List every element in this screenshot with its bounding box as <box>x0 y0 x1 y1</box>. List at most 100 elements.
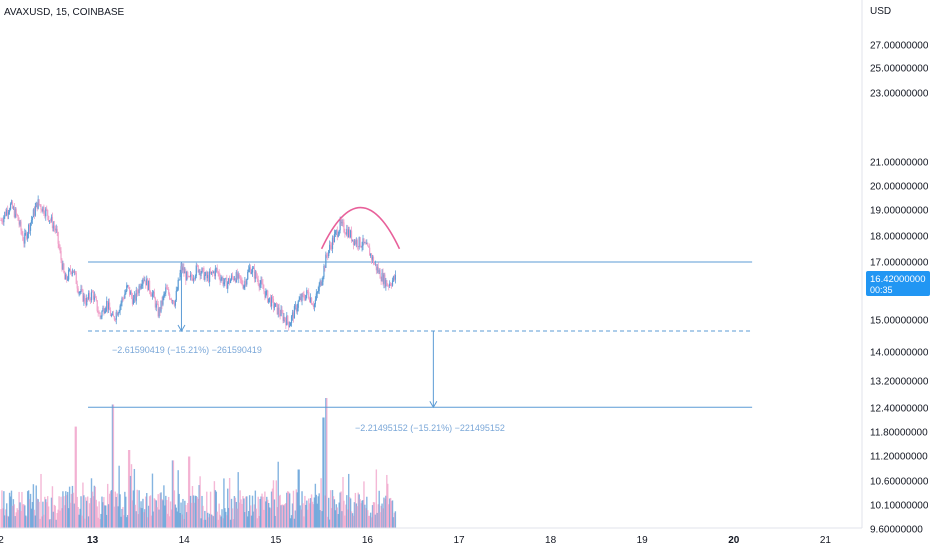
candle-body <box>390 285 393 286</box>
candle-body <box>363 238 365 243</box>
volume-bar <box>170 509 173 528</box>
rounded-top-arc[interactable] <box>320 206 401 250</box>
volume-bar <box>245 496 247 528</box>
volume-bar <box>234 497 237 528</box>
horizontal-levels[interactable] <box>88 261 753 408</box>
candle-body <box>56 228 58 233</box>
candle-body <box>378 270 380 273</box>
volume-bar <box>173 490 176 528</box>
candle-body <box>231 275 234 278</box>
volume-bar <box>10 490 13 528</box>
candle-body <box>244 281 246 286</box>
price-tick-label: 25.00000000 <box>870 64 929 75</box>
candle-body <box>41 209 43 212</box>
candle-body <box>387 285 389 287</box>
volume-bar <box>366 496 368 528</box>
volume-bar <box>177 470 179 528</box>
volume-bar <box>241 503 243 528</box>
volume-bar <box>119 494 121 528</box>
volume-bar <box>61 508 63 528</box>
candle-body <box>391 280 394 286</box>
price-badge-value: 16.42000000 <box>870 274 925 285</box>
candle-body <box>34 207 36 216</box>
candle-body <box>43 206 45 215</box>
volume-bar <box>147 505 150 528</box>
volume-bar <box>136 489 138 528</box>
candle-body <box>239 275 241 279</box>
volume-bar <box>75 426 77 528</box>
volume-bar <box>87 516 90 528</box>
volume-bar <box>232 519 235 528</box>
volume-bar <box>76 496 78 528</box>
time-tick-label: 21 <box>820 535 832 546</box>
volume-bar <box>14 516 16 528</box>
candle-body <box>297 301 299 308</box>
candle-body <box>313 304 316 307</box>
volume-bar <box>219 514 221 528</box>
volume-bar <box>295 489 298 528</box>
volume-bar <box>121 508 123 528</box>
volume-bar <box>26 491 29 528</box>
candle-body <box>51 216 54 229</box>
candle-body <box>300 297 302 301</box>
candle-body <box>305 295 307 301</box>
volume-bar <box>81 515 83 528</box>
volume-bar <box>60 496 62 528</box>
volume-bar <box>301 491 303 528</box>
candle-body <box>88 293 90 299</box>
candle-body <box>83 295 85 302</box>
candle-body <box>82 289 84 302</box>
candle-body <box>285 320 287 326</box>
candle-body <box>319 280 321 285</box>
volume-bar <box>135 511 137 528</box>
candle-body <box>154 298 156 308</box>
volume-bar <box>86 500 88 528</box>
volume-bar <box>362 499 364 528</box>
volume-bar <box>273 499 276 528</box>
candle-body <box>349 229 351 238</box>
candle-body <box>343 222 345 233</box>
volume-bar <box>190 502 193 528</box>
volume-bar <box>48 519 51 528</box>
candle-body <box>116 312 118 316</box>
volume-bar <box>372 502 375 528</box>
volume-bar <box>92 496 95 528</box>
volume-bar <box>72 492 75 528</box>
candle-body <box>298 299 300 302</box>
candle-body <box>114 319 116 321</box>
candle-body <box>109 302 111 311</box>
measure-arrows[interactable] <box>177 262 438 409</box>
candle-body <box>111 313 114 315</box>
candle-body <box>99 312 101 318</box>
volume-bar <box>6 515 9 528</box>
candle-body <box>143 278 145 281</box>
volume-bar <box>298 469 300 528</box>
measure-arrow-head <box>177 324 186 332</box>
volume-bar <box>318 493 320 528</box>
candle-body <box>209 271 211 282</box>
volume-bar <box>210 514 213 528</box>
time-tick-label: 16 <box>362 535 374 546</box>
volume-bar <box>316 503 318 528</box>
candle-body <box>247 271 249 280</box>
volume-bar <box>110 490 113 528</box>
candle-body <box>309 298 311 302</box>
price-scale[interactable]: 27.00000000 25.00000000 23.00000000 21.0000… <box>870 41 929 536</box>
candle-body <box>129 291 132 295</box>
volume-bar <box>320 478 322 528</box>
volume-bar <box>54 505 57 528</box>
time-scale[interactable]: 2 13 14 15 16 17 18 19 20 21 <box>0 535 831 546</box>
candle-body <box>303 294 305 299</box>
candle-body <box>28 224 31 231</box>
volume-bar <box>66 495 68 528</box>
candle-body <box>53 225 55 228</box>
volume-bar <box>9 496 12 528</box>
candle-body <box>123 298 125 300</box>
price-tick-label: 11.80000000 <box>870 428 928 439</box>
volume-bar <box>53 504 56 528</box>
candle-body <box>1 220 3 222</box>
candle-body <box>87 297 89 299</box>
volume-bar <box>142 498 144 528</box>
volume-bar <box>367 510 369 528</box>
